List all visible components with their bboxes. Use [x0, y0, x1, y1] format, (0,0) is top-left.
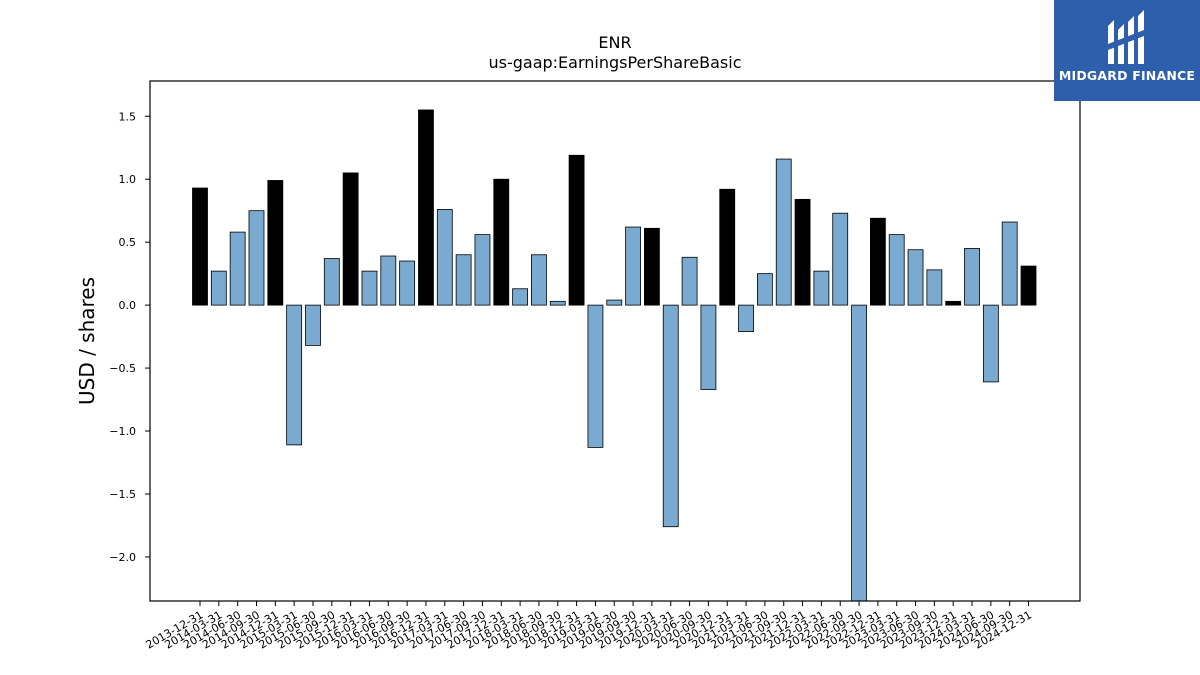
bar-2015-06-30 — [305, 304, 321, 346]
bar-2017-12-31 — [493, 178, 510, 306]
bar-2014-06-30 — [229, 231, 246, 306]
logo-text: MIDGARD FINANCE — [1058, 68, 1196, 83]
bar-2021-06-30 — [757, 273, 773, 306]
bar-2019-12-31 — [644, 227, 660, 306]
bar-2017-03-31 — [436, 209, 453, 306]
bar-2024-03-31 — [964, 248, 980, 306]
bar-2021-03-31 — [738, 304, 754, 332]
bar-2024-06-30 — [982, 304, 999, 383]
bar-2024-09-30 — [1001, 221, 1018, 306]
midgard-finance-logo: MIDGARD FINANCE — [1054, 0, 1200, 101]
bar-2019-06-30 — [606, 299, 623, 306]
y-tick-label: −2.0 — [109, 551, 136, 564]
bar-2017-09-30 — [474, 234, 491, 306]
bar-2022-06-30 — [832, 212, 849, 306]
y-tick-label: 1.5 — [119, 110, 137, 123]
bar-2015-09-30 — [323, 258, 340, 306]
logo-mark-icon — [1108, 10, 1144, 64]
chart-subtitle: us-gaap:EarningsPerShareBasic — [488, 53, 741, 72]
y-tick-label: 0.5 — [119, 236, 137, 249]
bar-2020-03-31 — [662, 304, 679, 528]
y-tick-label: −1.5 — [109, 488, 136, 501]
bar-2016-12-31 — [418, 109, 434, 306]
bar-2023-09-30 — [926, 269, 943, 306]
bar-2017-06-30 — [455, 254, 472, 306]
bar-2015-12-31 — [342, 172, 359, 306]
bar-2014-03-31 — [210, 270, 227, 306]
bar-2023-03-31 — [888, 234, 905, 306]
bar-2014-12-31 — [267, 180, 284, 306]
bar-2024-12-31 — [1020, 265, 1037, 306]
bars — [192, 109, 1037, 602]
bar-2022-03-31 — [813, 270, 830, 306]
bar-2014-09-30 — [248, 210, 265, 306]
bar-2020-06-30 — [681, 256, 698, 306]
bar-2013-12-31 — [192, 187, 208, 306]
y-tick-label: 1.0 — [119, 173, 137, 186]
bar-2018-12-31 — [568, 154, 585, 306]
bar-2021-09-30 — [775, 158, 792, 306]
bar-2021-12-31 — [794, 198, 811, 306]
y-tick-label: 0.0 — [119, 299, 137, 312]
bar-2023-12-31 — [945, 300, 962, 306]
bar-2020-09-30 — [700, 304, 717, 390]
plot-frame — [149, 80, 1081, 602]
bar-2016-03-31 — [361, 270, 378, 306]
y-axis-label: USD / shares — [75, 277, 99, 405]
bar-2016-09-30 — [399, 260, 416, 306]
chart-title: ENR — [598, 33, 631, 52]
bar-2015-03-31 — [286, 304, 303, 446]
bar-2018-06-30 — [531, 254, 547, 306]
bar-2016-06-30 — [380, 255, 397, 306]
bar-2018-09-30 — [549, 300, 566, 306]
bar-2023-06-30 — [907, 249, 924, 306]
bar-2022-09-30 — [851, 304, 867, 602]
y-axis-ticks: 1.5 1.0 0.5 0.0 −0.5 −1.0 −1.5 −2.0 — [109, 110, 150, 564]
bar-2019-09-30 — [625, 226, 641, 306]
x-axis-ticks: 2013-12-312014-03-312014-06-302014-09-30… — [144, 601, 1034, 652]
bar-2018-03-31 — [512, 288, 529, 306]
y-tick-label: −1.0 — [109, 425, 136, 438]
bar-2020-12-31 — [719, 188, 736, 306]
y-tick-label: −0.5 — [109, 362, 136, 375]
bar-2022-12-31 — [869, 217, 886, 306]
bar-2019-03-31 — [587, 304, 604, 448]
